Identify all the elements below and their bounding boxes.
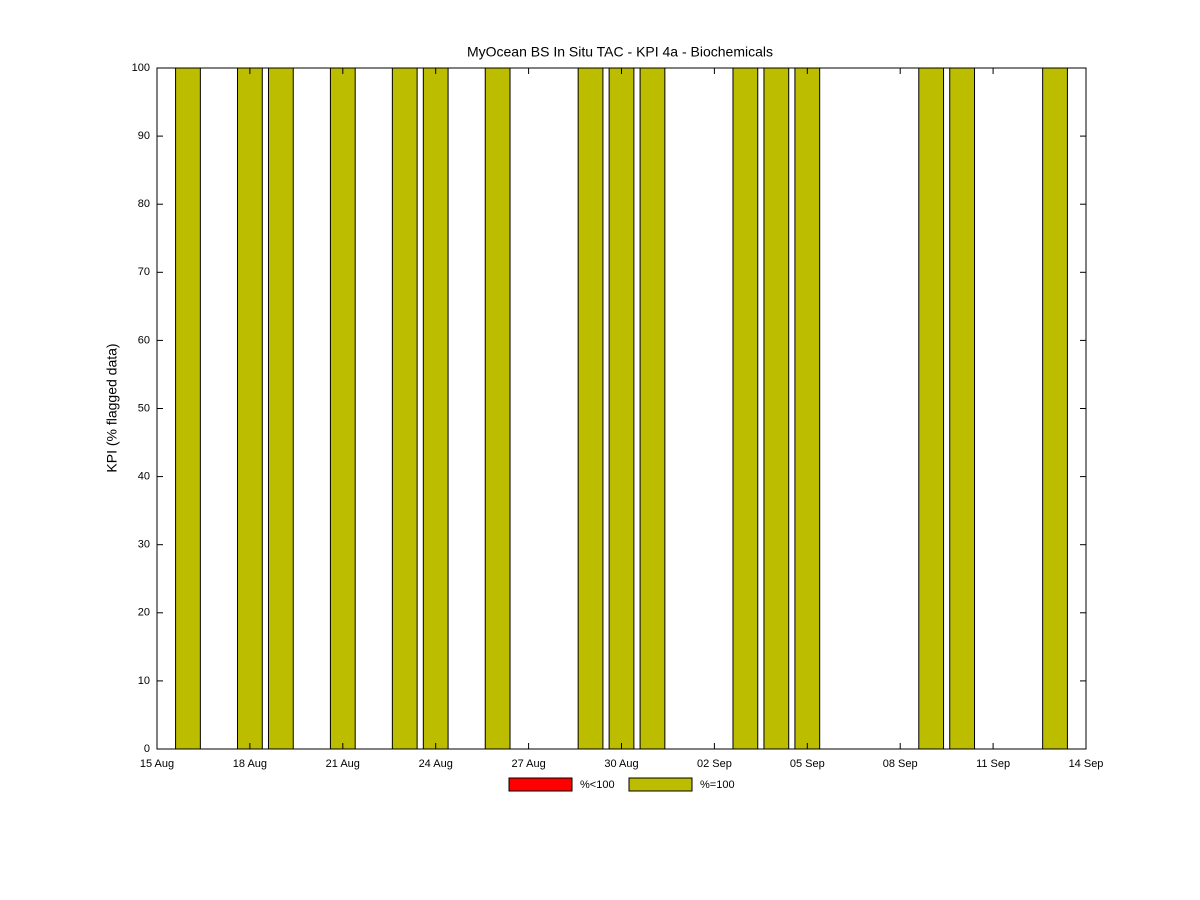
y-tick-label: 70: [138, 266, 150, 278]
y-tick-label: 50: [138, 402, 150, 414]
x-tick-label: 15 Aug: [140, 758, 174, 770]
x-tick-label: 11 Sep: [976, 758, 1010, 770]
bar: [949, 67, 976, 750]
y-tick-label: 0: [144, 743, 150, 755]
x-tick-label: 21 Aug: [326, 758, 360, 770]
x-tick-label: 27 Aug: [511, 758, 545, 770]
bar: [484, 67, 511, 750]
bar: [763, 67, 790, 750]
bar: [639, 67, 666, 750]
bar: [732, 67, 759, 750]
y-tick-label: 90: [138, 130, 150, 142]
bar: [1042, 67, 1068, 750]
y-tick-label: 30: [138, 539, 150, 551]
x-tick-label: 05 Sep: [790, 758, 825, 770]
y-tick-label: 10: [138, 675, 150, 687]
y-tick-label: 80: [138, 198, 150, 210]
y-tick-label: 60: [138, 334, 150, 346]
x-tick-label: 24 Aug: [419, 758, 453, 770]
y-tick-label: 40: [138, 471, 150, 483]
y-tick-label: 20: [138, 607, 150, 619]
legend-label: %<100: [580, 779, 615, 791]
x-tick-label: 18 Aug: [233, 758, 267, 770]
bar: [267, 67, 294, 750]
x-tick-label: 08 Sep: [883, 758, 918, 770]
bar: [329, 67, 356, 750]
bar: [237, 67, 263, 750]
bar: [794, 67, 821, 750]
bar: [422, 67, 449, 750]
bar: [175, 67, 201, 750]
x-tick-label: 14 Sep: [1069, 758, 1104, 770]
bar: [577, 67, 604, 750]
y-tick-label: 100: [132, 62, 150, 74]
legend-swatch: [508, 777, 573, 792]
x-tick-label: 30 Aug: [604, 758, 638, 770]
bar: [918, 67, 945, 750]
legend-label: %=100: [700, 779, 735, 791]
x-tick-label: 02 Sep: [697, 758, 732, 770]
legend-swatch: [628, 777, 693, 792]
bar: [391, 67, 418, 750]
y-axis-label: KPI (% flagged data): [104, 343, 120, 472]
chart-title: MyOcean BS In Situ TAC - KPI 4a - Bioche…: [467, 44, 773, 60]
bar: [608, 67, 635, 750]
